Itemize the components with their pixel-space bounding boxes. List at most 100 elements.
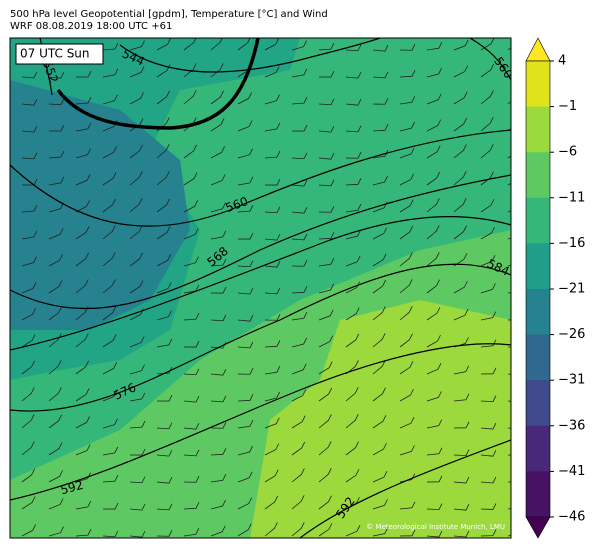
- wind-barb: [399, 333, 413, 348]
- wind-barb: [75, 279, 89, 294]
- wind-barb: [480, 395, 497, 403]
- wind-barb: [372, 387, 386, 402]
- wind-barb: [426, 447, 443, 456]
- wind-barb: [183, 38, 197, 51]
- wind-barb: [210, 422, 227, 429]
- wind-barb: [345, 229, 361, 240]
- wind-barb: [75, 360, 89, 375]
- wind-barb: [48, 124, 65, 132]
- wind-barb: [183, 395, 200, 403]
- wind-barb: [318, 387, 333, 402]
- map-frame: [9, 37, 512, 539]
- wind-barb: [345, 98, 362, 106]
- wind-barb: [480, 529, 497, 537]
- wind-barb: [129, 118, 144, 132]
- colorbar-band: [526, 61, 550, 108]
- wind-barb: [264, 38, 279, 51]
- wind-barb: [264, 260, 281, 268]
- header-line: WRF 08.08.2019 18:00 UTC +61: [10, 21, 172, 32]
- wind-barb: [129, 530, 146, 538]
- wind-barb: [318, 414, 332, 429]
- wind-barb: [264, 66, 280, 78]
- colorbar-band: [526, 106, 550, 153]
- wind-barb: [453, 449, 470, 457]
- wind-barb: [21, 496, 36, 510]
- wind-barb: [426, 363, 442, 375]
- wind-barb: [210, 474, 227, 483]
- wind-barb: [345, 469, 360, 483]
- wind-barb: [345, 387, 359, 402]
- colorbar-tick-label: −1: [558, 99, 577, 114]
- wind-barb: [318, 468, 332, 483]
- wind-barb: [480, 311, 497, 321]
- wind-barb: [426, 530, 443, 538]
- wind-barb: [291, 124, 308, 132]
- wind-barb: [453, 280, 468, 294]
- wind-barb: [426, 119, 442, 132]
- wind-barb: [345, 44, 362, 52]
- wind-barb: [318, 179, 335, 187]
- wind-barb: [426, 279, 440, 294]
- colorbar-tick-label: −46: [558, 510, 585, 525]
- wind-barb: [264, 94, 280, 105]
- wind-barb: [102, 390, 118, 402]
- wind-barb: [210, 118, 225, 132]
- wind-barb: [372, 527, 389, 537]
- wind-barb: [129, 252, 143, 267]
- wind-barb: [102, 172, 117, 186]
- colorbar: 4 −1 −6 −11 −16 −21 −26 −31 −36 −41 −46: [525, 37, 585, 539]
- wind-barb: [264, 150, 281, 159]
- wind-barb: [318, 152, 335, 160]
- wind-barb: [210, 525, 226, 537]
- wind-barb: [156, 476, 173, 484]
- colorbar-band: [526, 289, 550, 336]
- wind-barb: [129, 448, 146, 456]
- wind-barb: [21, 441, 35, 456]
- wind-barb: [399, 529, 416, 537]
- wind-barb: [399, 225, 414, 240]
- wind-barb: [453, 39, 469, 51]
- wind-barb: [426, 419, 443, 429]
- wind-barb: [183, 422, 200, 430]
- wind-barb: [453, 530, 470, 538]
- wind-barb: [453, 171, 467, 186]
- wind-barb: [21, 468, 35, 483]
- wind-barb: [21, 282, 37, 294]
- wind-barb: [480, 367, 497, 375]
- wind-barb: [372, 44, 389, 52]
- wind-barb: [399, 252, 413, 267]
- wind-barb: [399, 199, 414, 213]
- wind-barb: [75, 333, 89, 348]
- wind-barb: [426, 503, 443, 511]
- wind-barb: [318, 42, 335, 51]
- wind-barb: [129, 336, 145, 348]
- colorbar-tick-label: 4: [558, 54, 566, 69]
- colorbar-tick-label: −6: [558, 145, 577, 160]
- wind-barb: [21, 256, 37, 267]
- wind-barb: [399, 121, 415, 132]
- wind-barb: [102, 474, 119, 483]
- wind-barb: [318, 523, 333, 537]
- wind-barb: [210, 174, 226, 186]
- colorbar-tick-label: −11: [558, 190, 585, 205]
- wind-barb: [453, 393, 470, 402]
- wind-barb: [21, 414, 35, 429]
- wind-barb: [48, 228, 64, 240]
- wind-barb: [102, 146, 117, 159]
- wind-barb: [75, 70, 92, 78]
- colorbar-tick-label: −21: [558, 282, 585, 297]
- wind-barb: [237, 120, 253, 132]
- wind-barb: [129, 92, 144, 105]
- wind-barb: [264, 287, 281, 295]
- wind-barb: [480, 226, 495, 240]
- wind-barb: [237, 368, 254, 375]
- wind-barb: [156, 144, 170, 159]
- wind-barb: [210, 368, 227, 376]
- wind-barb: [399, 173, 415, 186]
- wind-barb: [480, 503, 497, 510]
- wind-barb: [129, 171, 143, 186]
- wind-barb: [237, 38, 251, 51]
- wind-barb: [264, 391, 280, 402]
- colorbar-band: [526, 152, 550, 199]
